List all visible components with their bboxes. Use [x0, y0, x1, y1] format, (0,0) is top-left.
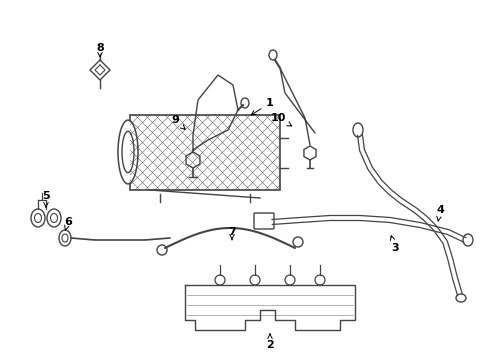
Ellipse shape [463, 234, 473, 246]
Text: 5: 5 [42, 191, 50, 207]
Ellipse shape [31, 209, 45, 227]
Ellipse shape [59, 230, 71, 246]
Bar [132, 117, 278, 188]
Text: 8: 8 [96, 43, 104, 57]
Ellipse shape [34, 213, 42, 222]
Text: 3: 3 [391, 236, 399, 253]
Bar [130, 115, 280, 190]
Text: 10: 10 [270, 113, 292, 126]
Ellipse shape [456, 294, 466, 302]
Ellipse shape [50, 213, 57, 222]
Ellipse shape [241, 98, 249, 108]
Ellipse shape [62, 234, 68, 242]
Ellipse shape [118, 120, 138, 184]
Text: 7: 7 [228, 227, 236, 240]
Ellipse shape [269, 50, 277, 60]
Text: 2: 2 [266, 334, 274, 350]
Ellipse shape [122, 131, 134, 173]
Ellipse shape [353, 123, 363, 137]
Text: 1: 1 [251, 98, 274, 115]
FancyBboxPatch shape [254, 213, 274, 229]
Ellipse shape [47, 209, 61, 227]
Text: 6: 6 [64, 217, 72, 230]
Text: 4: 4 [436, 205, 444, 221]
Text: 9: 9 [171, 115, 185, 129]
